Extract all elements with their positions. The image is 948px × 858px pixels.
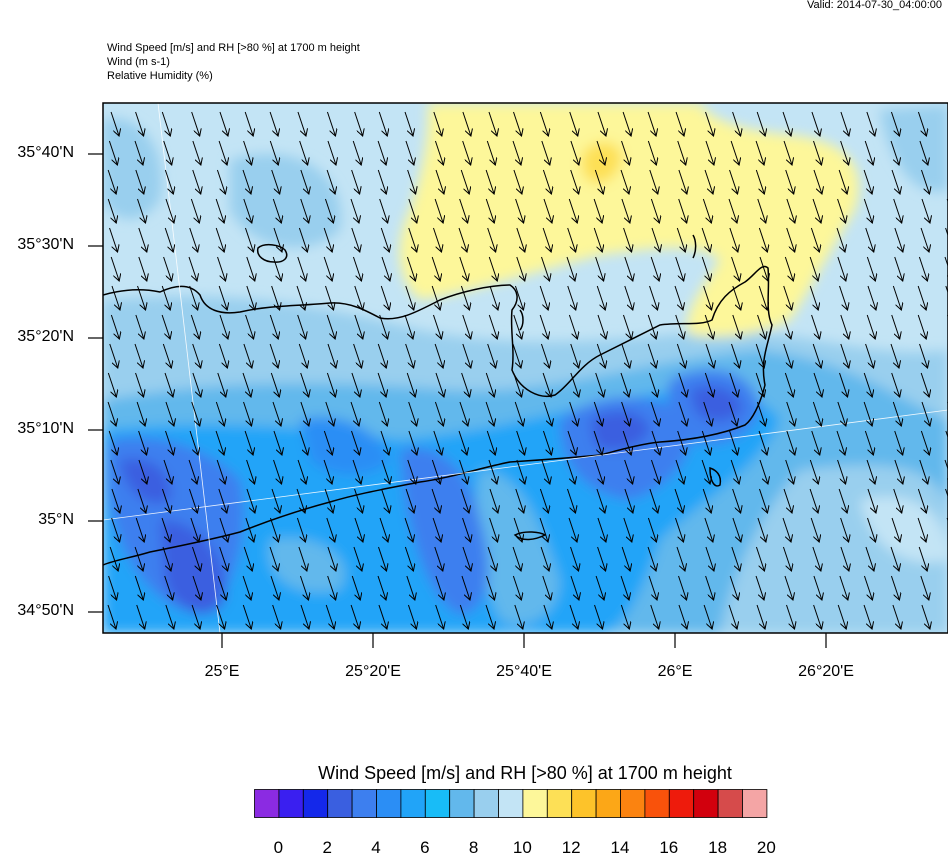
legend-tick-label: 20	[736, 838, 796, 858]
lat-label: 35°40'N	[0, 144, 74, 162]
legend-swatch	[718, 790, 742, 818]
weather-map	[0, 0, 948, 700]
legend-swatch	[425, 790, 449, 818]
lon-label: 25°20'E	[313, 663, 433, 681]
legend-swatch	[450, 790, 474, 818]
legend-swatch	[596, 790, 620, 818]
lat-label: 35°30'N	[0, 236, 74, 254]
legend-swatch	[303, 790, 327, 818]
legend-swatch	[352, 790, 376, 818]
legend-swatch	[669, 790, 693, 818]
lon-label: 25°E	[162, 663, 282, 681]
legend-swatch	[523, 790, 547, 818]
legend-swatch	[621, 790, 645, 818]
legend-swatch	[377, 790, 401, 818]
lon-label: 26°E	[615, 663, 735, 681]
legend-title: Wind Speed [m/s] and RH [>80 %] at 1700 …	[240, 763, 810, 784]
lat-label: 35°10'N	[0, 420, 74, 438]
legend-swatch	[255, 790, 279, 818]
legend-swatch	[645, 790, 669, 818]
legend-swatch	[743, 790, 767, 818]
lat-label: 34°50'N	[0, 602, 74, 620]
wind-speed-field	[103, 103, 948, 633]
legend-swatch	[547, 790, 571, 818]
legend-swatch	[694, 790, 718, 818]
lon-label: 25°40'E	[464, 663, 584, 681]
legend-swatch	[328, 790, 352, 818]
lat-label: 35°20'N	[0, 328, 74, 346]
legend-swatch	[279, 790, 303, 818]
color-legend-bar	[254, 789, 794, 819]
legend-swatch	[474, 790, 498, 818]
lon-label: 26°20'E	[766, 663, 886, 681]
legend-swatch	[572, 790, 596, 818]
legend-swatch	[499, 790, 523, 818]
lat-label: 35°N	[0, 511, 74, 529]
legend-swatch	[401, 790, 425, 818]
